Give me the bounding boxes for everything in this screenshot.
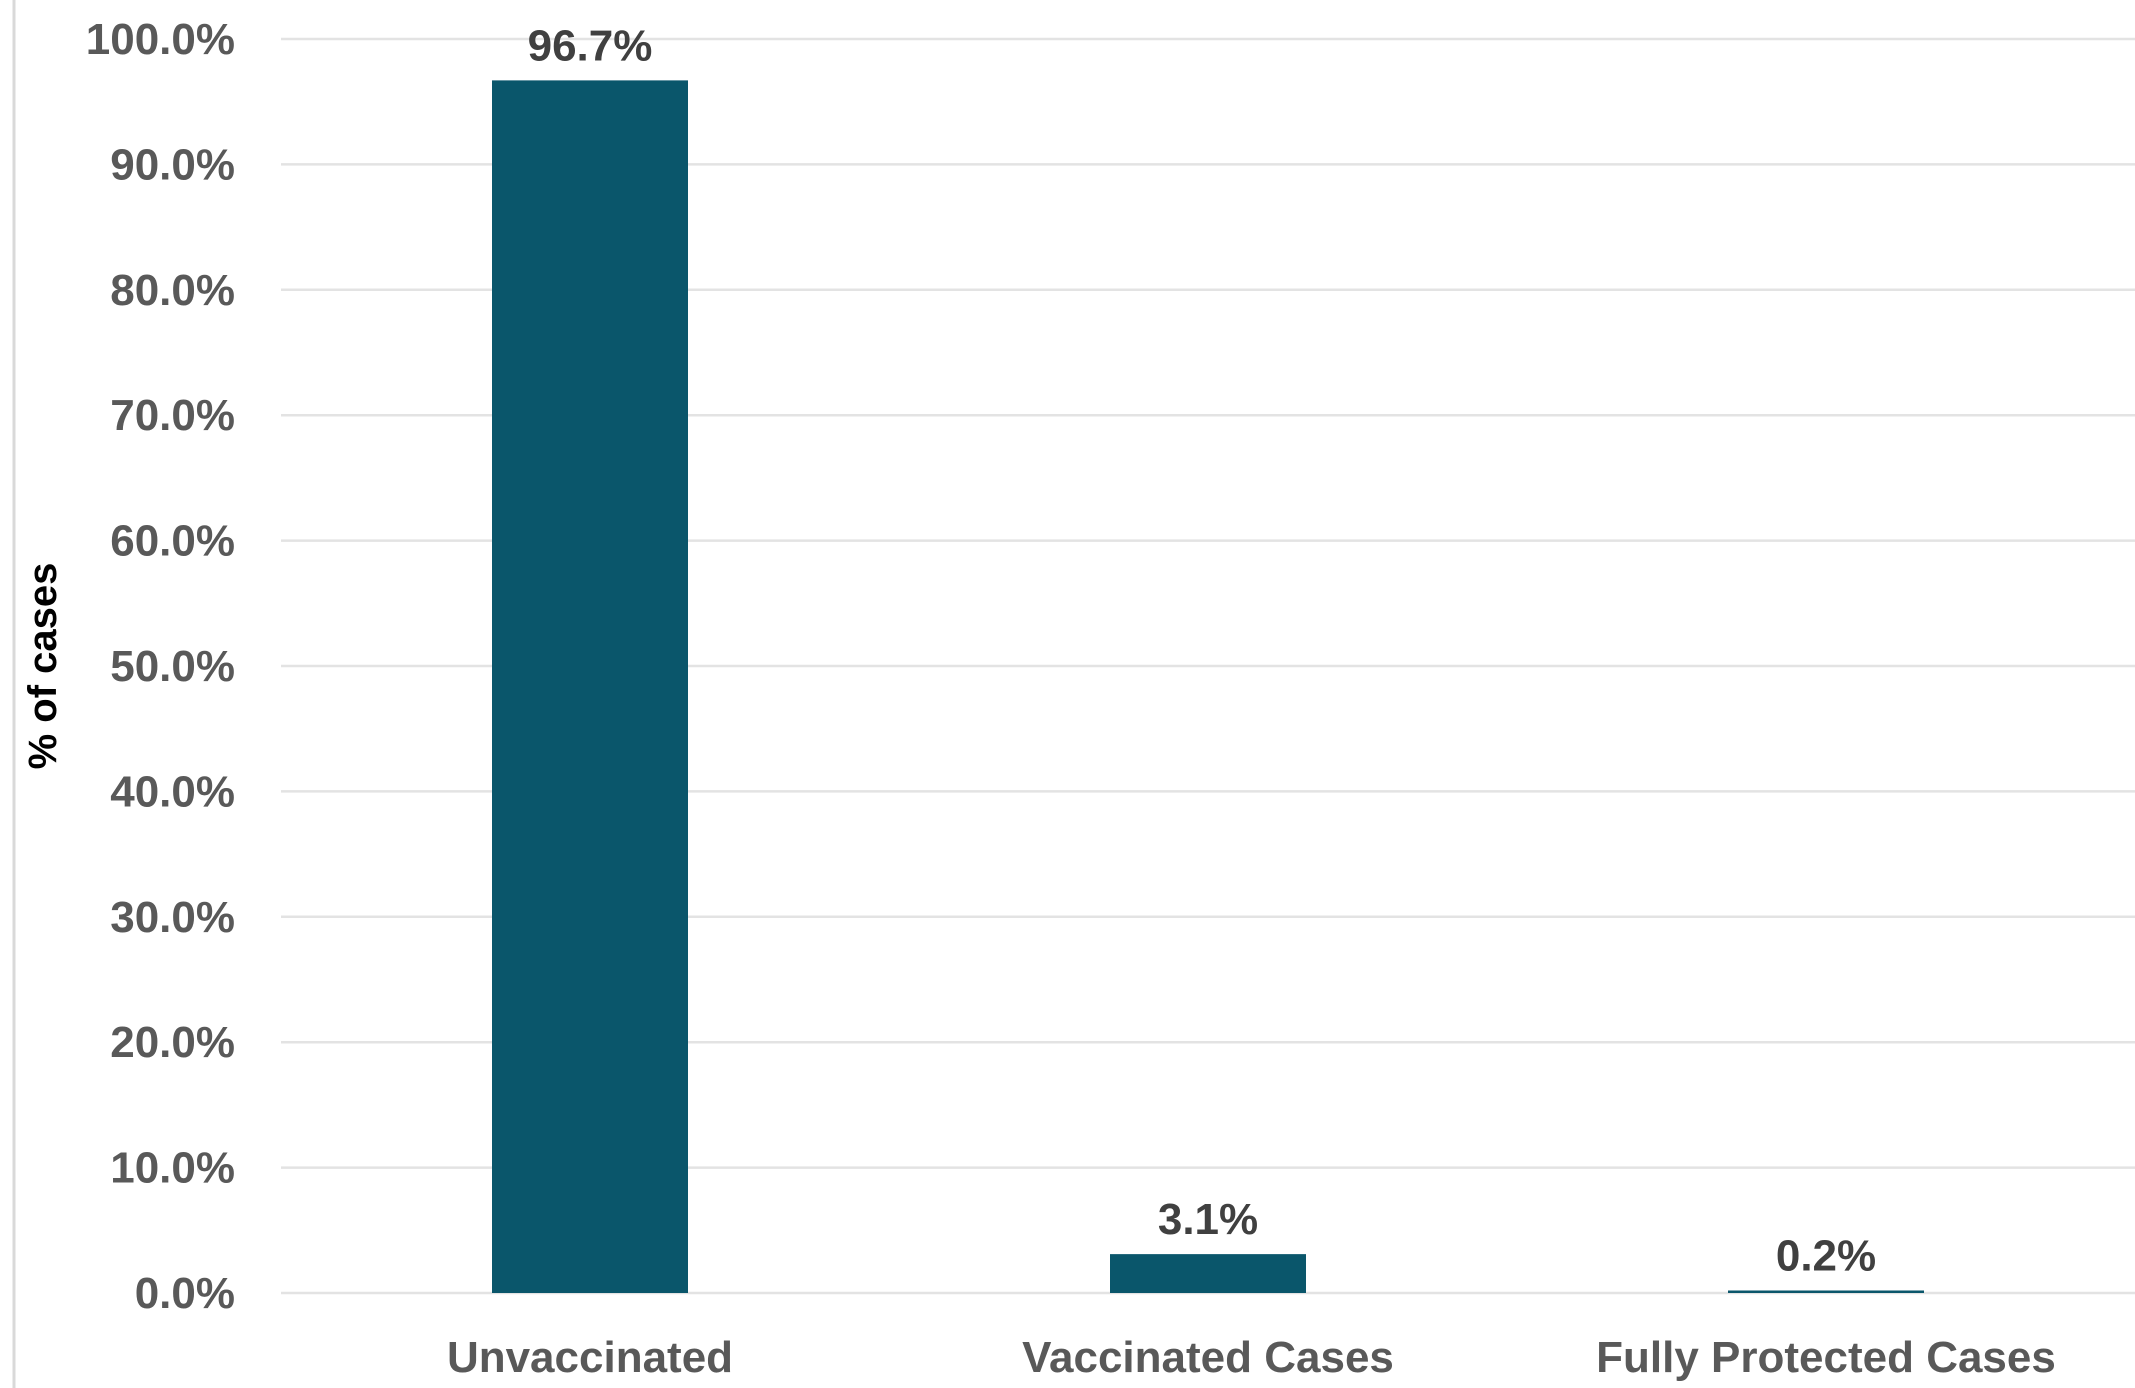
bar bbox=[492, 80, 688, 1294]
data-label: 0.2% bbox=[1776, 1231, 1876, 1280]
x-axis-category-labels: Unvaccinated Vaccinated Cases Fully Protec… bbox=[447, 1333, 2056, 1382]
y-axis-tick-labels: 0.0% 10.0% 20.0% 30.0% 40.0% 50.0% 60.0% 70.0% 8… bbox=[86, 15, 235, 1318]
x-category-label: Unvaccinated bbox=[447, 1333, 733, 1382]
data-labels: 96.7% 3.1% 0.2% bbox=[528, 21, 1877, 1280]
y-tick-label: 80.0% bbox=[110, 266, 235, 315]
bar bbox=[1728, 1290, 1924, 1293]
bars bbox=[492, 80, 1924, 1294]
x-category-label: Fully Protected Cases bbox=[1596, 1333, 2056, 1382]
y-tick-label: 0.0% bbox=[135, 1269, 235, 1318]
y-tick-label: 40.0% bbox=[110, 767, 235, 816]
y-tick-label: 10.0% bbox=[110, 1144, 235, 1193]
bar bbox=[1110, 1254, 1306, 1293]
data-label: 96.7% bbox=[528, 21, 653, 70]
x-category-label: Vaccinated Cases bbox=[1022, 1333, 1394, 1382]
y-tick-label: 20.0% bbox=[110, 1018, 235, 1067]
y-tick-label: 60.0% bbox=[110, 517, 235, 566]
y-tick-label: 70.0% bbox=[110, 391, 235, 440]
y-tick-label: 30.0% bbox=[110, 893, 235, 942]
y-tick-label: 90.0% bbox=[110, 140, 235, 189]
y-tick-label: 50.0% bbox=[110, 642, 235, 691]
y-tick-label: 100.0% bbox=[86, 15, 235, 64]
y-axis-title: % of cases bbox=[21, 563, 65, 770]
data-label: 3.1% bbox=[1158, 1195, 1258, 1244]
